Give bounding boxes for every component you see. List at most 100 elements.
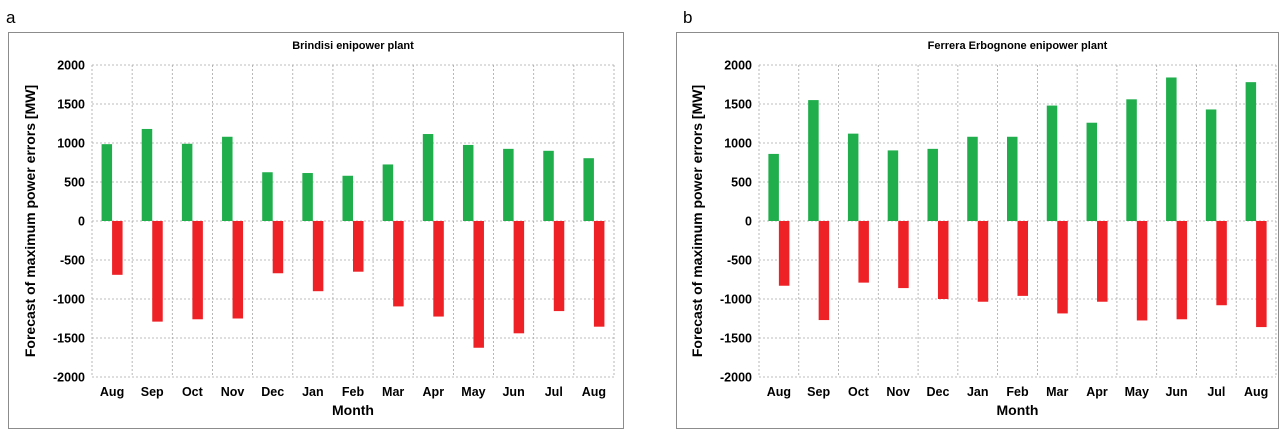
- x-tick-label: Mar: [382, 385, 404, 399]
- y-tick-label: 500: [731, 176, 752, 190]
- x-tick-label: Jul: [1207, 385, 1225, 399]
- bar-negative-error: [593, 221, 605, 327]
- bar-positive-error: [302, 173, 313, 221]
- bar-positive-error: [1205, 109, 1217, 221]
- bar-negative-error: [1136, 221, 1148, 321]
- x-tick-label: Feb: [1006, 385, 1029, 399]
- bar-negative-error: [818, 221, 830, 321]
- x-tick-label: Oct: [182, 385, 204, 399]
- x-tick-label: Jul: [545, 385, 563, 399]
- x-tick-label: Aug: [767, 385, 791, 399]
- y-tick-label: 1000: [724, 137, 752, 151]
- y-tick-label: 1500: [57, 98, 85, 112]
- x-tick-label: Jan: [302, 385, 324, 399]
- x-tick-label: Sep: [807, 385, 830, 399]
- x-tick-label: Oct: [848, 385, 870, 399]
- y-tick-label: -2000: [720, 371, 752, 385]
- bar-positive-error: [808, 100, 819, 221]
- bar-positive-error: [967, 136, 978, 221]
- x-tick-label: May: [461, 385, 485, 399]
- bar-positive-error: [181, 143, 193, 221]
- bar-positive-error: [262, 172, 273, 221]
- bar-positive-error: [887, 150, 899, 221]
- bar-negative-error: [353, 221, 364, 272]
- y-axis-label: Forecast of maximum power errors [MW]: [689, 85, 705, 357]
- bar-negative-error: [1176, 221, 1188, 320]
- bar-negative-error: [393, 221, 404, 307]
- x-axis-label: Month: [332, 402, 374, 418]
- bar-negative-error: [553, 221, 565, 312]
- bar-negative-error: [1256, 221, 1267, 328]
- bar-positive-error: [768, 153, 779, 221]
- y-tick-label: -500: [727, 254, 752, 268]
- x-tick-label: Nov: [221, 385, 245, 399]
- x-tick-label: Nov: [886, 385, 910, 399]
- y-tick-label: 0: [78, 215, 85, 229]
- x-tick-label: Jun: [1165, 385, 1187, 399]
- bar-negative-error: [433, 221, 444, 317]
- bar-positive-error: [1166, 77, 1177, 221]
- bar-positive-error: [1046, 105, 1058, 221]
- y-tick-label: 500: [64, 176, 85, 190]
- x-tick-label: Jan: [967, 385, 989, 399]
- bar-negative-error: [513, 221, 525, 334]
- y-tick-label: 0: [745, 215, 752, 229]
- bar-negative-error: [152, 221, 163, 322]
- x-tick-label: Aug: [1244, 385, 1268, 399]
- bar-positive-error: [382, 164, 394, 221]
- y-tick-label: 1500: [724, 98, 752, 112]
- bar-positive-error: [1245, 82, 1257, 221]
- y-tick-label: 2000: [724, 59, 752, 73]
- y-tick-label: 2000: [57, 59, 85, 73]
- bar-positive-error: [101, 144, 113, 221]
- bar-positive-error: [1086, 122, 1098, 221]
- bar-negative-error: [232, 221, 244, 319]
- x-tick-label: Feb: [342, 385, 365, 399]
- bar-negative-error: [112, 221, 123, 275]
- chart-frame: [676, 32, 1279, 429]
- y-tick-label: -1000: [53, 293, 85, 307]
- bar-positive-error: [222, 136, 233, 221]
- chart-brindisi: Brindisi enipower plant 2000 1500 1000 500 0 -…: [8, 32, 624, 429]
- panel-letter-b: b: [683, 8, 693, 27]
- y-tick-label: -500: [60, 254, 85, 268]
- bar-negative-error: [858, 221, 869, 283]
- bar-positive-error: [543, 150, 554, 221]
- bar-positive-error: [503, 148, 514, 221]
- y-tick-label: -2000: [53, 371, 85, 385]
- bar-negative-error: [1057, 221, 1068, 314]
- x-tick-label: May: [1125, 385, 1149, 399]
- x-tick-label: Aug: [100, 385, 124, 399]
- bar-positive-error: [1126, 99, 1137, 221]
- bar-positive-error: [583, 158, 594, 221]
- bar-negative-error: [1097, 221, 1108, 302]
- y-tick-label: -1500: [53, 332, 85, 346]
- bar-negative-error: [898, 221, 909, 289]
- x-tick-label: Jun: [502, 385, 524, 399]
- bar-positive-error: [1007, 136, 1018, 221]
- bar-positive-error: [462, 144, 474, 221]
- bar-negative-error: [272, 221, 284, 274]
- x-axis-label: Month: [997, 402, 1039, 418]
- x-tick-label: Dec: [261, 385, 284, 399]
- chart-title: Ferrera Erbognone enipower plant: [928, 40, 1108, 52]
- y-axis-label: Forecast of maximum power errors [MW]: [22, 85, 38, 357]
- bar-negative-error: [312, 221, 324, 292]
- bar-positive-error: [342, 175, 353, 221]
- y-tick-label: -1500: [720, 332, 752, 346]
- x-tick-label: Mar: [1046, 385, 1068, 399]
- y-tick-label: -1000: [720, 293, 752, 307]
- bar-negative-error: [977, 221, 989, 302]
- bar-positive-error: [422, 134, 434, 221]
- x-tick-label: Dec: [926, 385, 949, 399]
- bar-positive-error: [847, 133, 859, 221]
- bar-negative-error: [778, 221, 790, 286]
- x-tick-label: Apr: [1086, 385, 1108, 399]
- bar-positive-error: [927, 148, 938, 221]
- bar-positive-error: [141, 128, 153, 221]
- bar-negative-error: [192, 221, 203, 320]
- x-tick-label: Apr: [423, 385, 445, 399]
- x-tick-label: Sep: [141, 385, 164, 399]
- bar-negative-error: [1017, 221, 1028, 296]
- chart-title: Brindisi enipower plant: [292, 40, 414, 52]
